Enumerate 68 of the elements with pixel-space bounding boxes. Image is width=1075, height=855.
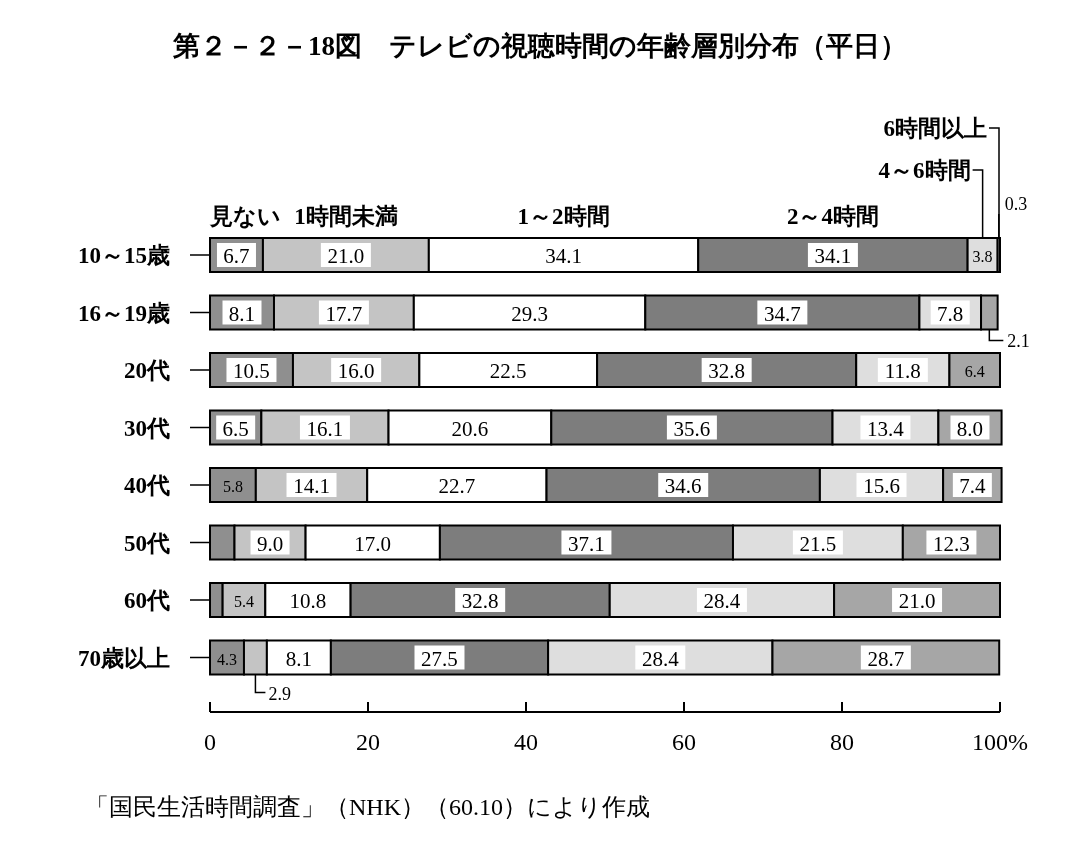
y-tick-label: 40代 [124, 473, 170, 498]
data-label: 34.1 [545, 244, 582, 268]
data-label: 28.7 [867, 646, 905, 671]
data-label: 29.3 [511, 301, 548, 326]
series-label: 見ない [209, 204, 281, 229]
x-tick-label: 40 [514, 729, 538, 755]
data-label: 35.6 [673, 416, 711, 441]
data-label: 10.5 [233, 359, 270, 383]
data-label: 37.1 [568, 531, 605, 556]
data-label: 6.4 [964, 363, 985, 380]
data-label: 5.4 [233, 593, 254, 610]
data-label: 32.8 [461, 589, 499, 613]
x-tick-label: 80 [830, 729, 854, 755]
data-label: 27.5 [421, 646, 458, 671]
data-label: 10.8 [289, 589, 327, 613]
data-label: 6.5 [222, 416, 249, 441]
data-label: 13.4 [867, 416, 905, 441]
data-label: 7.4 [959, 474, 986, 498]
data-label: 17.0 [354, 531, 392, 556]
data-label: 8.0 [956, 416, 984, 441]
data-label: 20.6 [451, 416, 489, 441]
y-tick-label: 16～19歳 [78, 300, 170, 326]
data-label: 2.9 [268, 683, 291, 704]
data-label: 28.4 [703, 589, 741, 613]
data-label: 28.4 [641, 646, 680, 671]
data-label: 22.7 [438, 474, 476, 498]
data-label: 22.5 [489, 359, 527, 383]
data-label: 16.0 [337, 359, 375, 383]
chart-title: 第２－２－18図 テレビの視聴時間の年齢層別分布（平日） [172, 31, 907, 61]
data-label: 3.8 [972, 248, 993, 265]
data-label: 34.1 [814, 244, 852, 268]
data-label: 21.5 [799, 531, 837, 556]
data-label: 6.7 [223, 244, 250, 268]
data-label: 11.8 [884, 359, 921, 383]
data-label: 15.6 [863, 474, 900, 498]
data-label: 2.1 [1007, 330, 1030, 351]
data-label: 8.1 [228, 301, 256, 326]
series-label: 1～2時間 [517, 204, 610, 229]
data-label: 7.8 [937, 301, 964, 326]
y-tick-label: 10～15歳 [78, 243, 170, 268]
x-tick-label: 100% [972, 729, 1028, 755]
data-label: 32.8 [708, 359, 746, 383]
data-label: 5.8 [222, 478, 243, 495]
y-tick-label: 60代 [124, 588, 170, 613]
text: 「国民生活時間調査」（NHK）（60.10）により作成 [85, 794, 650, 820]
series-label: 2～4時間 [786, 204, 879, 229]
y-tick-label: 20代 [124, 358, 170, 383]
text: 4～6時間 [878, 158, 971, 183]
y-tick-label: 70歳以上 [78, 645, 170, 671]
data-label: 17.7 [325, 301, 363, 326]
data-label: 8.1 [285, 646, 312, 671]
x-tick-label: 20 [356, 729, 380, 755]
data-label: 9.0 [256, 531, 284, 556]
y-tick-label: 30代 [124, 415, 170, 441]
data-label: 4.3 [216, 650, 237, 668]
data-label: 21.0 [898, 589, 936, 613]
data-label: 0.3 [1004, 194, 1028, 214]
series-label: 1時間未満 [294, 204, 398, 229]
data-label: 21.0 [327, 244, 365, 268]
x-tick-label: 60 [672, 729, 696, 755]
data-label: 14.1 [293, 474, 330, 498]
data-label: 12.3 [933, 531, 970, 556]
text: 6時間以上 [883, 116, 987, 141]
data-label: 16.1 [306, 416, 344, 441]
data-label: 34.7 [763, 301, 801, 326]
data-label: 34.6 [664, 474, 702, 498]
x-tick-label: 0 [204, 729, 216, 755]
y-tick-label: 50代 [124, 530, 170, 556]
